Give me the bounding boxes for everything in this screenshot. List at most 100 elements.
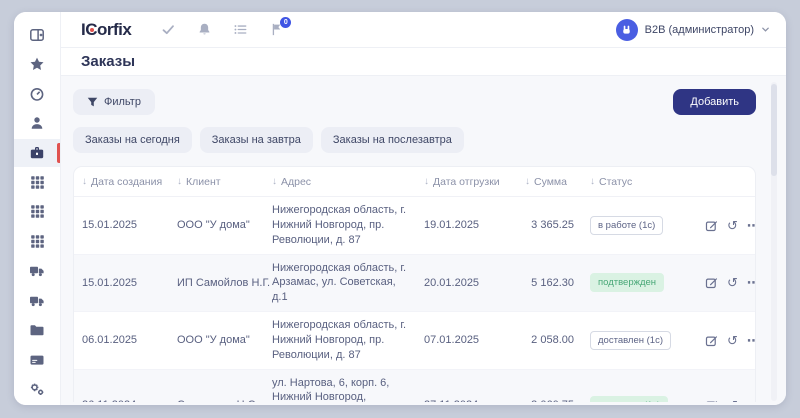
logo-bar: I [81, 19, 86, 39]
cell-sum: 3 365.25 [531, 219, 574, 232]
column-header-address[interactable]: ↓ Адрес [272, 175, 312, 188]
status-badge: доставлен (1с) [590, 330, 672, 350]
edit-icon[interactable] [705, 219, 718, 232]
more-actions-icon[interactable]: ⋯ [747, 334, 755, 347]
cell-client: ИП Самойлов Н.Г. [177, 276, 271, 289]
user-menu[interactable]: B2B (администратор) [615, 18, 770, 41]
cell-address: Нижегородская область, г. Арзамас, ул. С… [272, 261, 407, 304]
sidebar-item-user[interactable] [14, 110, 60, 138]
sidebar-item-truck-1[interactable] [14, 257, 60, 285]
edit-icon[interactable] [705, 276, 718, 289]
sort-icon: ↓ [82, 176, 87, 187]
cell-client: ООО "У дома" [177, 334, 250, 347]
tab-orders-day-after[interactable]: Заказы на послезавтра [320, 127, 464, 153]
cell-date-shipped: 19.01.2025 [424, 219, 480, 232]
tab-orders-today[interactable]: Заказы на сегодня [73, 127, 192, 153]
cell-sum: 3 060.75 [525, 399, 590, 402]
filter-tabs: Заказы на сегодня Заказы на завтра Заказ… [73, 127, 756, 153]
table-row[interactable]: 06.01.2025 ООО "У дома" Нижегородская об… [74, 312, 755, 370]
cell-date-shipped: 20.01.2025 [424, 276, 480, 289]
check-icon[interactable] [161, 22, 176, 37]
sidebar-item-grid-1[interactable] [14, 169, 60, 197]
table-body: 15.01.2025 ООО "У дома" Нижегородская об… [74, 197, 755, 402]
cell-address: Нижегородская область, г. Нижний Новгоро… [272, 319, 407, 361]
sidebar-item-grid-3[interactable] [14, 228, 60, 256]
history-icon[interactable]: ↺ [727, 332, 738, 348]
cell-client: Самарская Н.С. [177, 399, 272, 402]
orders-table: ↓ Дата создания ↓ Клиент ↓ Адрес ↓ Дата отгр… [73, 166, 756, 402]
more-actions-icon[interactable]: ⋯ [747, 219, 755, 232]
flag-icon[interactable]: 0 [269, 17, 292, 37]
grid-icon [30, 176, 44, 189]
column-header-status[interactable]: ↓ Статус [590, 175, 633, 188]
history-icon[interactable]: ↺ [727, 217, 738, 233]
logo-rest: orfix [97, 19, 132, 39]
cell-date-created: 15.01.2025 [82, 276, 138, 289]
cell-date-created: 15.01.2025 [82, 219, 138, 232]
add-button[interactable]: Добавить [673, 89, 756, 115]
row-actions: ↺ ⋯ [705, 332, 755, 348]
column-header-shipped[interactable]: ↓ Дата отгрузки [424, 175, 500, 188]
folder-icon [30, 325, 44, 336]
table-header-row: ↓ Дата создания ↓ Клиент ↓ Адрес ↓ Дата отгр… [74, 167, 755, 197]
table-row[interactable]: 15.01.2025 ООО "У дома" Нижегородская об… [74, 197, 755, 255]
cell-sum: 5 162.30 [531, 276, 574, 289]
more-actions-icon[interactable]: ⋯ [747, 276, 755, 289]
sidebar-item-truck-2[interactable] [14, 287, 60, 315]
history-icon[interactable]: ↺ [727, 275, 738, 291]
cell-sum: 2 058.00 [531, 334, 574, 347]
truck-icon [30, 266, 44, 277]
scrollbar-track[interactable] [771, 82, 777, 401]
scrollbar-thumb[interactable] [771, 84, 777, 176]
sort-icon: ↓ [590, 176, 595, 187]
user-icon [31, 117, 43, 130]
user-label: B2B (администратор) [644, 23, 754, 36]
sidebar-item-star[interactable] [14, 51, 60, 79]
row-actions: ↺ ⋯ [705, 275, 755, 291]
sidebar-item-grid-2[interactable] [14, 198, 60, 226]
page-header: Заказы [61, 48, 786, 76]
tasks-icon[interactable] [233, 22, 248, 37]
status-badge: завершен (1с) [590, 395, 669, 402]
content: Фильтр Добавить Заказы на сегодня Заказы… [61, 76, 786, 405]
column-header-client[interactable]: ↓ Клиент [177, 175, 221, 188]
notification-badge: 0 [280, 17, 292, 28]
status-badge: в работе (1с) [590, 215, 664, 235]
gears-icon [30, 383, 44, 396]
table-row[interactable]: 15.01.2025 ИП Самойлов Н.Г. Нижегородска… [74, 254, 755, 313]
cell-address: Нижегородская область, г. Нижний Новгоро… [272, 204, 407, 246]
bell-icon[interactable] [197, 22, 212, 37]
edit-icon[interactable] [705, 399, 718, 402]
panel-toggle-icon [30, 28, 44, 41]
cell-date-shipped: 27.11.2024 [424, 399, 525, 402]
sort-icon: ↓ [525, 176, 530, 187]
topbar-icons: 0 [161, 17, 292, 37]
sidebar [14, 12, 61, 405]
tab-orders-tomorrow[interactable]: Заказы на завтра [199, 127, 313, 153]
sidebar-item-folder[interactable] [14, 316, 60, 344]
column-header-created[interactable]: ↓ Дата создания [82, 175, 163, 188]
truck-icon [30, 296, 44, 306]
sidebar-item-gears[interactable] [14, 375, 60, 403]
star-icon [30, 57, 44, 71]
cell-date-shipped: 07.01.2025 [424, 334, 480, 347]
edit-icon[interactable] [705, 334, 718, 347]
filter-button[interactable]: Фильтр [73, 89, 155, 115]
column-header-sum[interactable]: ↓ Сумма [525, 175, 567, 188]
more-actions-icon[interactable]: ⋯ [747, 399, 755, 402]
avatar [615, 18, 638, 41]
sort-icon: ↓ [424, 176, 429, 187]
history-icon[interactable]: ↺ [727, 399, 738, 402]
sidebar-item-panel-toggle[interactable] [14, 21, 60, 49]
sidebar-item-card[interactable] [14, 346, 60, 374]
status-badge: подтвержден [590, 273, 665, 293]
sidebar-item-briefcase[interactable] [14, 139, 60, 167]
sort-icon: ↓ [177, 176, 182, 187]
sidebar-item-gauge[interactable] [14, 80, 60, 108]
briefcase-icon [30, 146, 44, 159]
gauge-icon [30, 87, 44, 101]
table-row[interactable]: 26.11.2024 Самарская Н.С. ул. Нартова, 6… [74, 369, 755, 402]
sort-icon: ↓ [272, 176, 277, 187]
